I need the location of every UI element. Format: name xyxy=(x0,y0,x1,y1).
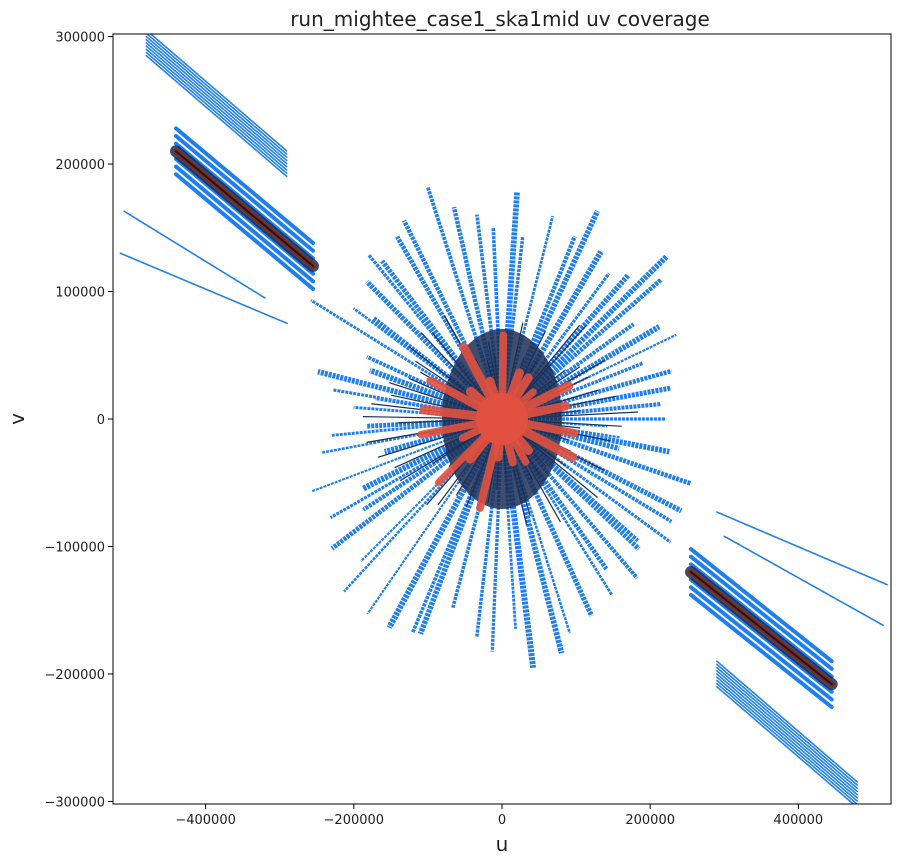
track-streak xyxy=(145,34,288,156)
track-streak xyxy=(716,673,859,796)
track-streak xyxy=(688,585,834,702)
spoke-outer xyxy=(395,235,505,421)
spoke-outer xyxy=(317,368,503,422)
y-tick-label: 300000 xyxy=(55,31,105,46)
track-streak xyxy=(173,133,316,253)
track-streak xyxy=(145,45,288,169)
track-streak xyxy=(716,682,859,804)
spoke-outer xyxy=(500,417,641,551)
track-streak xyxy=(145,42,288,165)
uv-points xyxy=(119,34,889,804)
spoke-outer xyxy=(500,322,635,421)
x-axis-label: u xyxy=(496,832,509,856)
track-streak xyxy=(149,34,288,153)
spoke-outer xyxy=(386,417,505,630)
y-axis: −300000 −200000 −100000 0 100000 200000 300000 xyxy=(44,31,113,810)
x-tick-label: 0 xyxy=(498,813,506,828)
x-tick-label: −400000 xyxy=(175,813,236,828)
spoke-outer xyxy=(366,418,503,615)
x-axis: −400000 −200000 0 200000 400000 xyxy=(175,804,823,828)
y-tick-label: 100000 xyxy=(55,286,105,301)
track-core-line xyxy=(174,150,315,268)
track-streak xyxy=(145,35,288,159)
spoke-outer xyxy=(368,367,503,422)
spoke-outer xyxy=(330,417,504,551)
track-streak xyxy=(173,164,316,284)
track-streak xyxy=(145,54,288,178)
track-streak xyxy=(716,663,859,787)
track-streak xyxy=(716,511,889,586)
track-core-line xyxy=(689,570,833,686)
track-streak xyxy=(716,669,859,793)
track-streak xyxy=(123,210,266,299)
spoke-outer xyxy=(362,417,504,512)
track-streak xyxy=(688,547,834,664)
y-tick-label: 200000 xyxy=(55,158,105,173)
track-streak xyxy=(688,554,834,671)
y-tick-label: −300000 xyxy=(44,795,105,810)
x-tick-label: 200000 xyxy=(625,813,675,828)
y-tick-label: −100000 xyxy=(44,540,105,555)
spoke-outer xyxy=(500,418,517,630)
track-streak xyxy=(119,252,288,325)
plot-marks xyxy=(119,34,889,804)
track-streak xyxy=(145,48,288,172)
y-tick-label: −200000 xyxy=(44,668,105,683)
core-center xyxy=(476,393,528,445)
spoke-outer xyxy=(500,278,663,421)
track-streak xyxy=(716,660,859,784)
x-tick-label: −200000 xyxy=(324,813,385,828)
track-streak xyxy=(716,666,859,790)
track-streak xyxy=(145,51,288,175)
track-streak xyxy=(173,172,316,291)
track-streak xyxy=(688,592,834,710)
track-streak xyxy=(716,676,859,800)
y-axis-label: v xyxy=(5,413,29,425)
track-streak xyxy=(145,38,288,162)
track-streak xyxy=(716,679,859,803)
track-streak xyxy=(173,126,316,246)
x-tick-label: 400000 xyxy=(774,813,824,828)
track-streak xyxy=(716,685,855,804)
y-tick-label: 0 xyxy=(97,413,105,428)
chart-title: run_mightee_case1_ska1mid uv coverage xyxy=(290,7,710,31)
track-streak xyxy=(723,535,885,627)
